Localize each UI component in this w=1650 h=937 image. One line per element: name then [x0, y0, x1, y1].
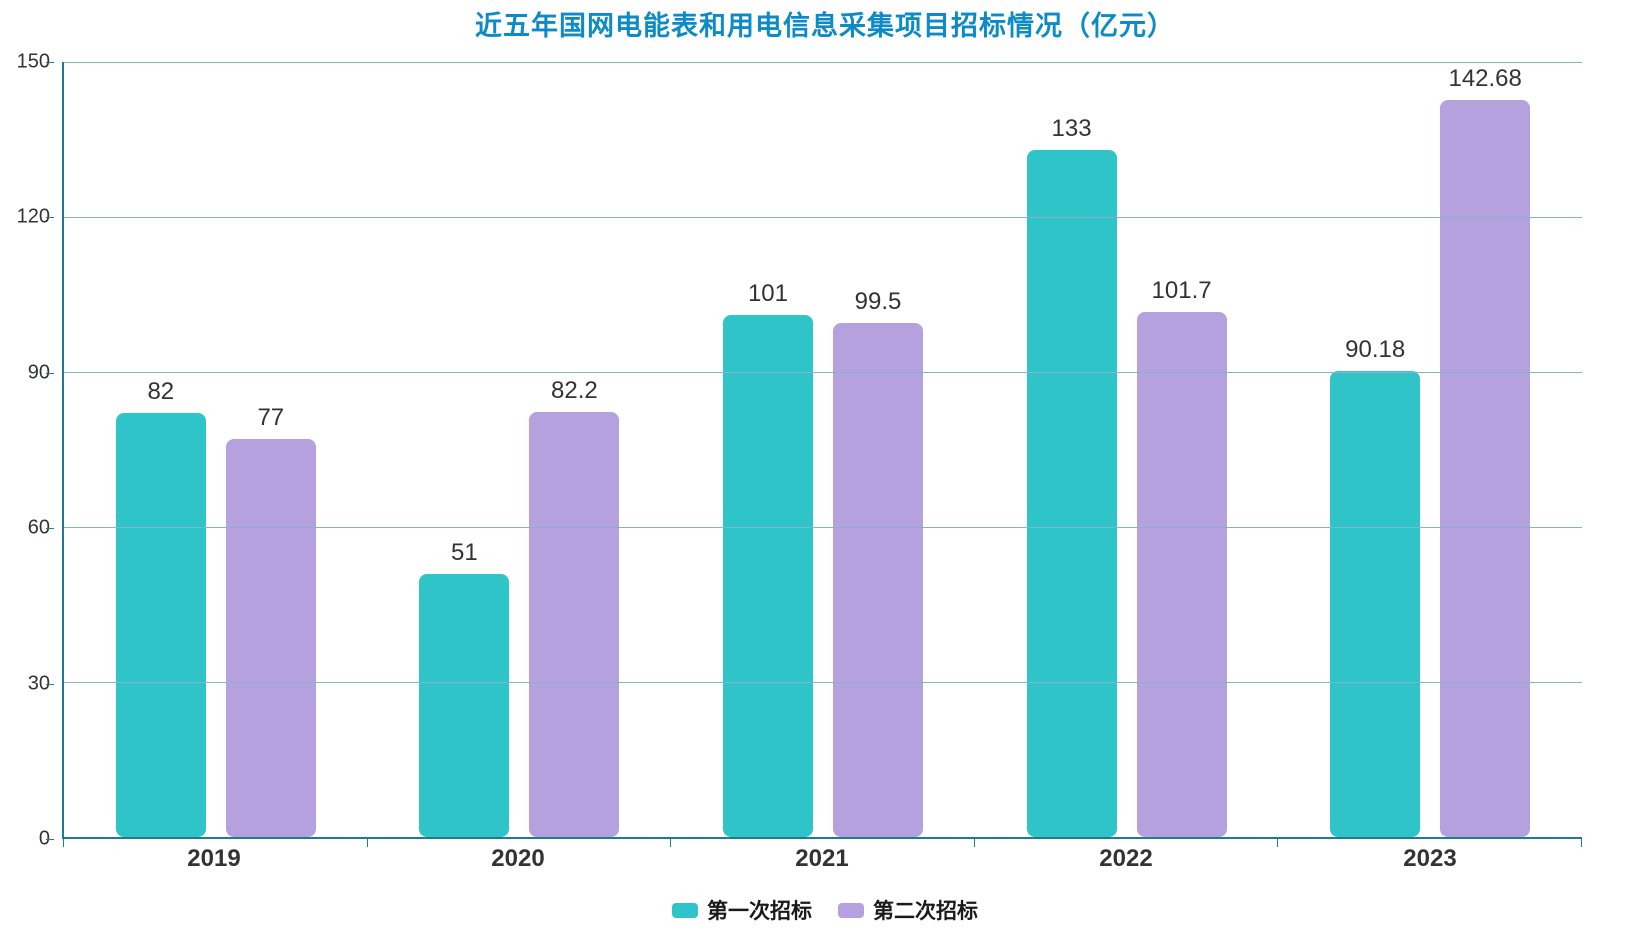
bar-value-label: 82.2: [551, 377, 598, 405]
bar-column-2020-第二次招标: 82.2: [529, 62, 620, 837]
bar-2022-第一次招标[interactable]: [1026, 149, 1117, 837]
x-axis-label-2022: 2022: [1099, 845, 1153, 872]
y-axis-tick-60: [46, 528, 54, 530]
bar-column-2023-第二次招标: 142.68: [1440, 62, 1531, 837]
bar-column-2022-第二次招标: 101.7: [1136, 62, 1227, 837]
y-axis-label-90: 90: [27, 361, 50, 384]
x-axis-label-2019: 2019: [187, 845, 241, 872]
legend-label: 第一次招标: [707, 900, 812, 923]
bar-2023-第二次招标[interactable]: [1440, 99, 1531, 837]
bar-column-2021-第二次招标: 99.5: [832, 62, 923, 837]
x-axis-label-2020: 2020: [491, 845, 545, 872]
legend-item-第一次招标[interactable]: 第一次招标: [672, 895, 812, 925]
bar-2020-第一次招标[interactable]: [419, 573, 510, 837]
chart-title: 近五年国网电能表和用电信息采集项目招标情况（亿元）: [475, 11, 1175, 41]
y-axis-tick-120: [46, 217, 54, 219]
bar-value-label: 133: [1051, 114, 1092, 142]
gridline-120: [64, 217, 1582, 218]
bar-value-label: 142.68: [1448, 64, 1522, 92]
legend-swatch-icon: [672, 902, 698, 918]
x-axis-labels: 2019 2020 2021 2022 2023: [62, 845, 1582, 873]
legend-item-第二次招标[interactable]: 第二次招标: [838, 895, 978, 925]
x-axis-label-2023: 2023: [1403, 845, 1457, 872]
y-axis-tick-90: [46, 372, 54, 374]
bar-2022-第二次招标[interactable]: [1136, 311, 1227, 837]
bar-column-2022-第一次招标: 133: [1026, 62, 1117, 837]
x-axis-tick-2: [670, 839, 672, 847]
gridline-30: [64, 682, 1582, 683]
bar-2020-第二次招标[interactable]: [529, 412, 620, 837]
x-axis-tick-1: [366, 839, 368, 847]
bar-group-2019: 82 77: [64, 62, 368, 837]
bar-value-label: 101: [747, 280, 788, 308]
bar-2021-第一次招标[interactable]: [722, 315, 813, 837]
bar-column-2020-第一次招标: 51: [419, 62, 510, 837]
gridline-150: [64, 62, 1582, 63]
y-axis-tick-30: [46, 683, 54, 685]
bar-2019-第二次招标[interactable]: [225, 439, 316, 837]
bar-2021-第二次招标[interactable]: [832, 322, 923, 837]
bar-column-2021-第一次招标: 101: [722, 62, 813, 837]
y-axis-label-30: 30: [27, 672, 50, 695]
bar-value-label: 99.5: [854, 287, 902, 315]
bar-group-2020: 51 82.2: [368, 62, 672, 837]
bar-value-label: 90.18: [1345, 336, 1406, 364]
plot-area: 82 77 51 82.2 101 99.5 133 101.7 90.18 142.68: [62, 62, 1582, 847]
legend-label: 第二次招标: [873, 900, 978, 923]
y-axis-label-120: 120: [16, 205, 50, 228]
y-axis-tick-0: [46, 839, 54, 840]
y-axis-label-60: 60: [27, 516, 50, 539]
bar-group-2022: 133 101.7: [975, 62, 1279, 837]
y-axis-label-0: 0: [38, 827, 50, 850]
bar-2019-第一次招标[interactable]: [115, 413, 206, 837]
bar-2023-第一次招标[interactable]: [1330, 371, 1421, 837]
x-axis-label-2021: 2021: [795, 845, 849, 872]
y-axis-labels: 0 30 60 90 120 150: [0, 51, 50, 850]
x-axis-tick-4: [1277, 839, 1279, 847]
bar-groups: 82 77 51 82.2 101 99.5 133 101.7 90.18 142.68: [64, 62, 1582, 837]
y-axis-label-150: 150: [16, 50, 50, 73]
bar-value-label: 51: [451, 538, 478, 566]
bar-column-2019-第一次招标: 82: [115, 62, 206, 837]
gridline-90: [64, 372, 1582, 373]
gridline-60: [64, 527, 1582, 528]
bar-value-label: 77: [257, 404, 285, 432]
x-axis-tick-3: [973, 839, 975, 847]
bar-column-2023-第一次招标: 90.18: [1330, 62, 1421, 837]
bar-group-2023: 90.18 142.68: [1278, 62, 1582, 837]
legend-swatch-icon: [838, 902, 864, 918]
bar-column-2019-第二次招标: 77: [225, 62, 316, 837]
x-axis-tick-0: [63, 839, 64, 847]
bar-value-label: 101.7: [1151, 276, 1212, 304]
x-axis-tick-5: [1581, 839, 1582, 847]
bar-group-2021: 101 99.5: [671, 62, 975, 837]
y-axis-tick-150: [46, 62, 54, 63]
bar-value-label: 82: [147, 378, 175, 406]
legend: 第一次招标 第二次招标: [0, 895, 1650, 925]
